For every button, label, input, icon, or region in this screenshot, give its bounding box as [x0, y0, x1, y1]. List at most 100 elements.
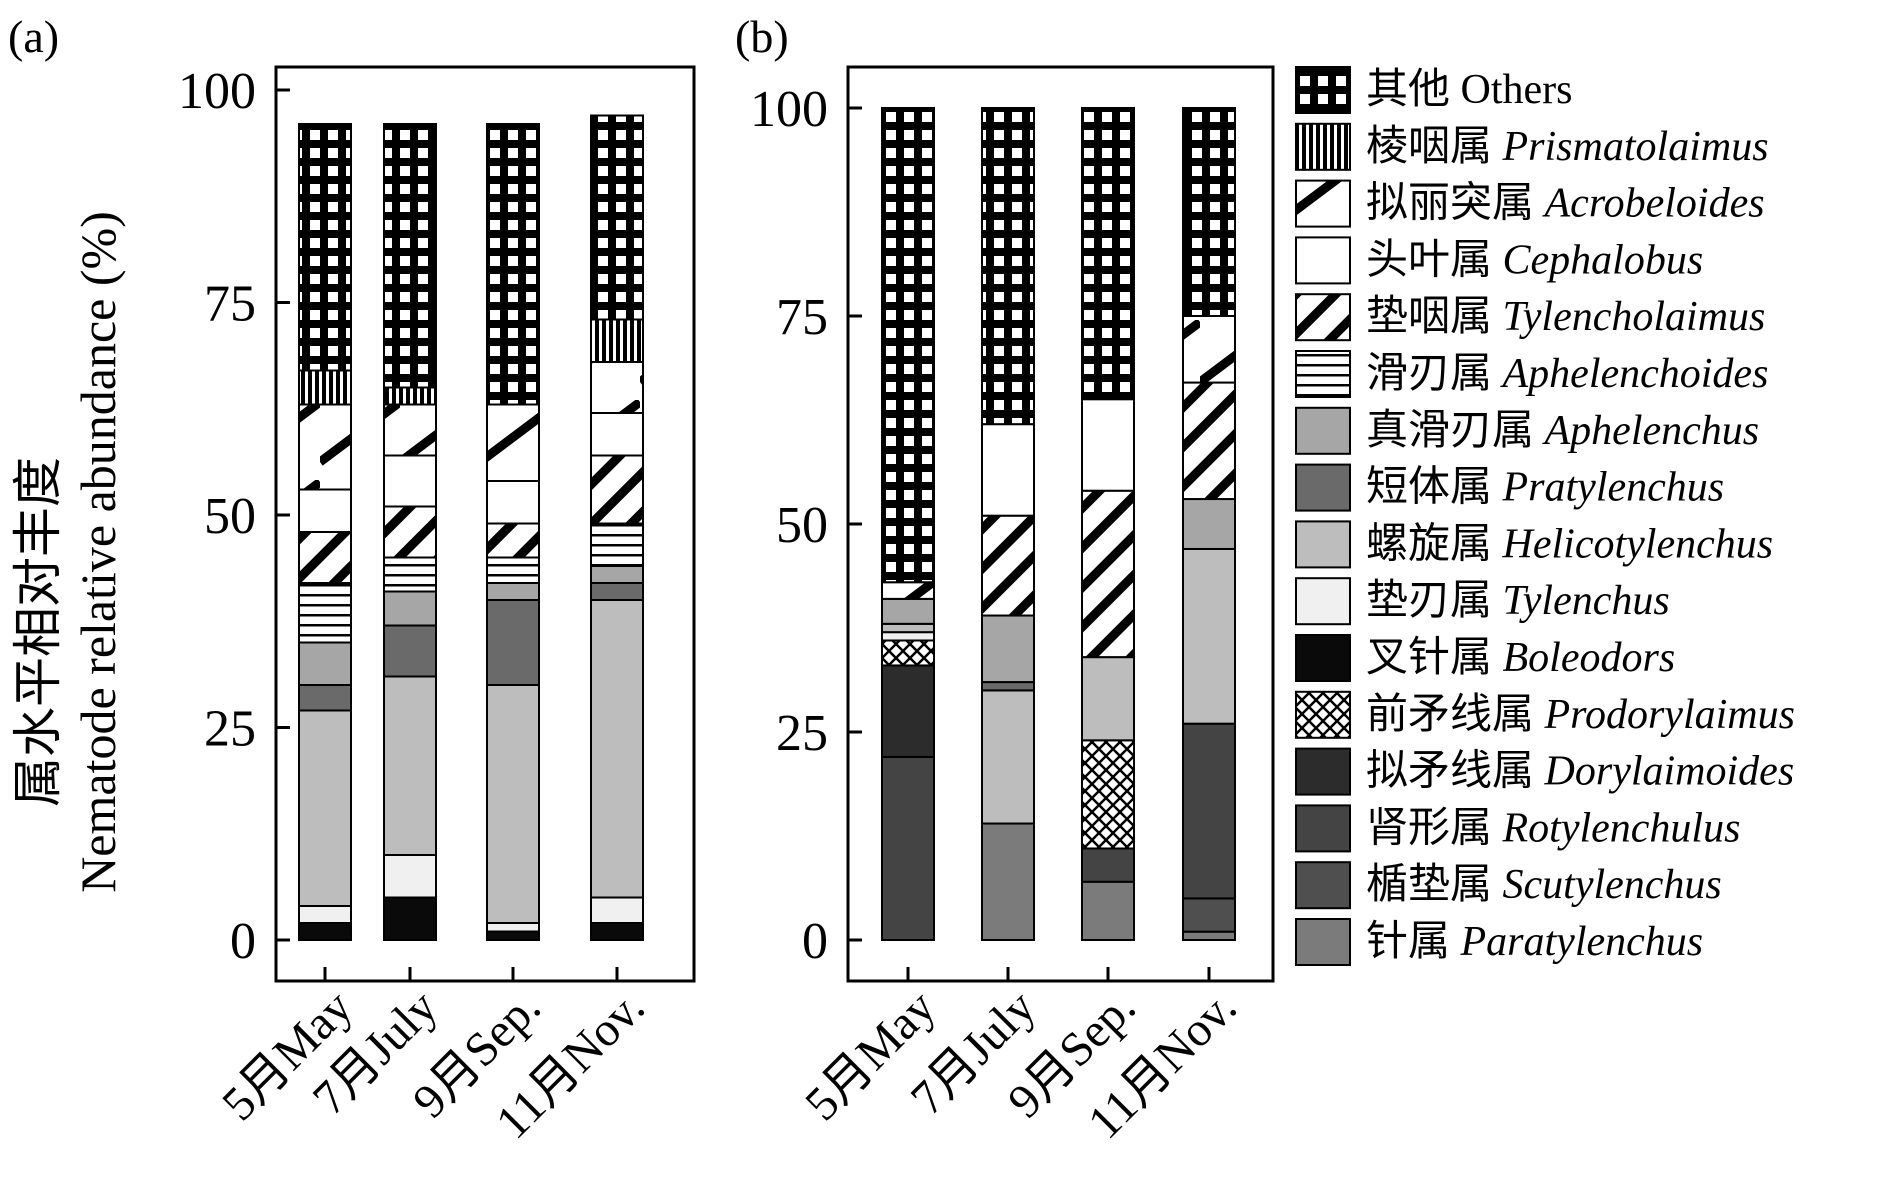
y-tick-label: 75: [204, 276, 256, 333]
legend-label: 楯垫属 Scutylenchus: [1366, 862, 1722, 908]
bar-segment-tylenchus: [590, 896, 644, 924]
bar-segment-rotylenchulus: [1182, 722, 1236, 900]
bar-segment-prismatolaimus: [383, 386, 437, 406]
bar-segment-boleodors: [590, 922, 644, 941]
bar-segment-tylencholaimus: [383, 505, 437, 559]
legend-swatch: [1295, 918, 1351, 966]
bar-segment-aphelenchoides: [590, 522, 644, 567]
legend-label: 滑刃属 Aphelenchoides: [1366, 351, 1768, 397]
legend-swatch: [1295, 634, 1351, 682]
bar-segment-paratylenchus: [981, 822, 1035, 942]
legend-label: 螺旋属 Helicotylenchus: [1366, 521, 1773, 567]
legend-item: 拟矛线属 Dorylaimoides: [1295, 747, 1794, 796]
bar-segment-aphelenchus: [590, 565, 644, 584]
bar-segment-boleodors: [298, 922, 352, 941]
bar-segment-others: [383, 123, 437, 389]
bar-segment-tylenchus: [881, 631, 935, 642]
legend-label: 头叶属 Cephalobus: [1366, 237, 1703, 283]
legend-item: 真滑刃属 Aphelenchus: [1295, 406, 1759, 455]
legend-label: 前矛线属 Prodorylaimus: [1366, 692, 1795, 738]
plot-frame: [274, 65, 696, 983]
legend-label: 针属 Paratylenchus: [1366, 919, 1703, 965]
legend-swatch: [1295, 520, 1351, 569]
bar-segment-tylencholaimus: [1182, 381, 1236, 501]
bar-segment-tylenchus: [383, 854, 437, 899]
legend-item: 楯垫属 Scutylenchus: [1295, 861, 1722, 910]
bar-segment-aphelenchoides: [383, 556, 437, 593]
bar-segment-aphelenchus: [383, 590, 437, 627]
bar-segment-rotylenchulus: [881, 755, 935, 942]
bar-segment-rotylenchulus: [1081, 847, 1135, 883]
legend-label: 肾形属 Rotylenchulus: [1366, 805, 1740, 851]
legend-item: 螺旋属 Helicotylenchus: [1295, 520, 1773, 569]
bar-segment-tylencholaimus: [981, 514, 1035, 617]
bar-segment-aphelenchus: [298, 641, 352, 686]
bar-segment-tylenchus: [298, 905, 352, 924]
bar-segment-tylencholaimus: [590, 454, 644, 525]
bar-segment-aphelenchus: [881, 597, 935, 625]
legend-item: 短体属 Pratylenchus: [1295, 463, 1724, 512]
bar-segment-aphelenchus: [1182, 498, 1236, 550]
legend-item: 垫咽属 Tylencholaimus: [1295, 293, 1765, 342]
y-tick-label: 75: [776, 289, 828, 346]
bar-segment-helicotylenchus: [486, 684, 540, 924]
bar-segment-acrobeloides: [383, 403, 437, 457]
bar-segment-pratylenchus: [590, 582, 644, 601]
bar-segment-tylencholaimus: [1081, 489, 1135, 659]
y-tick-label: 50: [204, 488, 256, 545]
bar-segment-helicotylenchus: [590, 599, 644, 899]
bar-segment-others: [1182, 107, 1236, 317]
legend: 其他 Others 棱咽属 Prismatolaimus 拟丽突属 Acrobelo…: [1295, 66, 1795, 966]
legend-item: 前矛线属 Prodorylaimus: [1295, 690, 1795, 739]
panel-label: (b): [735, 11, 789, 62]
bar-segment-tylencholaimus: [298, 531, 352, 584]
legend-swatch: [1295, 122, 1351, 171]
bar-segment-prismatolaimus: [298, 369, 352, 406]
bar-segment-helicotylenchus: [1081, 656, 1135, 742]
legend-swatch: [1295, 350, 1351, 398]
bar-segment-cephalobus: [298, 488, 352, 533]
bar-segment-cephalobus: [590, 412, 644, 457]
bar-segment-paratylenchus: [1182, 930, 1236, 941]
legend-item: 肾形属 Rotylenchulus: [1295, 804, 1740, 853]
bar-segment-aphelenchus: [486, 582, 540, 601]
legend-item: 叉针属 Boleodors: [1295, 634, 1675, 682]
legend-swatch: [1295, 66, 1351, 114]
bar-segment-others: [981, 107, 1035, 426]
bar-segment-acrobeloides: [486, 403, 540, 482]
legend-swatch: [1295, 179, 1351, 228]
bar-segment-acrobeloides: [590, 361, 644, 414]
bar-segment-helicotylenchus: [383, 675, 437, 856]
legend-item: 针属 Paratylenchus: [1295, 918, 1703, 966]
y-tick-label: 25: [776, 705, 828, 762]
bar-segment-acrobeloides: [881, 581, 935, 600]
bar-segment-acrobeloides: [1182, 315, 1236, 384]
legend-label: 叉针属 Boleodors: [1366, 635, 1675, 681]
y-axis-label-cn: 属水平相对丰度: [10, 457, 66, 807]
legend-label: 拟丽突属 Acrobeloides: [1366, 181, 1765, 227]
bar-segment-cephalobus: [383, 454, 437, 508]
bar-segment-boleodors: [383, 896, 437, 941]
legend-item: 垫刃属 Tylenchus: [1295, 577, 1670, 626]
bar-segment-helicotylenchus: [881, 622, 935, 634]
bar-segment-prodorylaimus: [1081, 739, 1135, 850]
legend-label: 其他 Others: [1366, 67, 1573, 113]
legend-label: 垫刃属 Tylenchus: [1366, 578, 1670, 624]
bar-segment-paratylenchus: [1081, 880, 1135, 942]
bar-segment-helicotylenchus: [981, 689, 1035, 825]
bar-segment-pratylenchus: [383, 624, 437, 678]
bar-segment-boleodors: [486, 930, 540, 941]
legend-label: 短体属 Pratylenchus: [1366, 465, 1724, 511]
legend-label: 垫咽属 Tylencholaimus: [1366, 294, 1765, 340]
bar-segment-helicotylenchus: [298, 709, 352, 907]
bar-segment-pratylenchus: [486, 599, 540, 686]
legend-swatch: [1295, 861, 1351, 910]
y-tick-label: 0: [802, 913, 828, 970]
bar-segment-tylenchus: [486, 922, 540, 933]
legend-swatch: [1295, 463, 1351, 512]
bar-segment-others: [881, 107, 935, 584]
bar-segment-aphelenchus: [981, 614, 1035, 684]
y-tick-label: 100: [178, 63, 256, 120]
bar-segment-pratylenchus: [981, 681, 1035, 692]
